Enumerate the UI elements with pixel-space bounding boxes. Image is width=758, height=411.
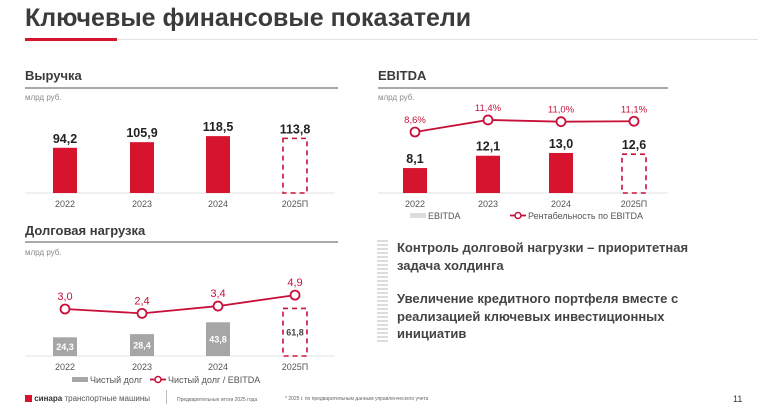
x-tick-label: 2023	[478, 199, 498, 209]
legend-label: Чистый долг / EBITDA	[168, 375, 260, 385]
page-title: Ключевые финансовые показатели	[25, 4, 472, 32]
message-credit-portfolio: Увеличение кредитного портфеля вместе с …	[397, 291, 679, 341]
x-tick-label: 2024	[208, 362, 228, 372]
legend-bar-swatch	[410, 213, 426, 218]
title-divider	[117, 39, 758, 40]
line-value-label: 2,4	[134, 295, 149, 307]
revenue-title: Выручка	[25, 68, 82, 83]
bar	[53, 337, 77, 356]
bar-value-label: 61,8	[286, 328, 304, 338]
line-point	[409, 126, 421, 138]
legend-label: Чистый долг	[90, 375, 143, 385]
bar-value-label: 28,4	[133, 341, 151, 351]
forecast-bar	[282, 307, 308, 357]
bar-value-label: 94,2	[53, 132, 77, 146]
bar	[206, 322, 230, 356]
revenue-divider	[25, 87, 338, 89]
x-tick-label: 2023	[132, 362, 152, 372]
line-point	[289, 289, 301, 301]
footer-note-footnote: * 2025 г. по предварительным данным упра…	[285, 396, 429, 402]
line-point	[482, 114, 494, 126]
line-value-label: 3,4	[210, 288, 225, 300]
series-line	[414, 119, 635, 133]
ebitda-divider	[378, 87, 668, 89]
line-value-label: 11,1%	[621, 104, 648, 115]
line-point	[136, 307, 148, 319]
bar	[476, 155, 500, 193]
line-value-label: 11,0%	[548, 105, 575, 116]
line-point	[628, 115, 640, 127]
bar	[53, 147, 77, 193]
x-tick-label: 2022	[55, 362, 75, 372]
x-tick-label: 2025П	[282, 199, 309, 209]
bar-value-label: 24,3	[56, 342, 74, 352]
line-value-label: 11,4%	[475, 103, 502, 114]
x-tick-label: 2025П	[282, 362, 309, 372]
x-tick-label: 2022	[405, 199, 425, 209]
bar-value-label: 12,1	[476, 140, 500, 154]
debt-divider	[25, 241, 338, 243]
bar-value-label: 105,9	[126, 126, 157, 140]
debt-unit: млрд руб.	[25, 248, 62, 257]
title-accent-underline	[25, 38, 117, 41]
page-number: 11	[733, 394, 743, 404]
ebitda-unit: млрд руб.	[378, 93, 415, 102]
bar-value-label: 113,8	[280, 122, 311, 136]
legend-line-marker	[514, 211, 522, 220]
line-point	[212, 300, 224, 312]
line-value-label: 8,6%	[404, 115, 426, 126]
logo-brand: синара	[34, 394, 63, 403]
x-tick-label: 2025П	[621, 199, 648, 209]
legend-label: EBITDA	[428, 211, 461, 221]
bar	[206, 136, 230, 193]
logo-mark-icon	[25, 395, 32, 402]
revenue-unit: млрд руб.	[25, 93, 62, 102]
message-debt-control: Контроль долговой нагрузки – приоритетна…	[397, 240, 689, 273]
bar-value-label: 13,0	[549, 137, 573, 151]
decorative-stripes	[377, 240, 388, 342]
legend-bar-swatch	[72, 377, 88, 382]
logo-text: транспортные машины	[64, 394, 150, 403]
x-tick-label: 2022	[55, 199, 75, 209]
x-tick-label: 2024	[208, 199, 228, 209]
forecast-bar	[282, 137, 308, 194]
company-logo: синара транспортные машины	[25, 394, 150, 403]
x-tick-label: 2024	[551, 199, 571, 209]
bar-value-label: 43,8	[209, 335, 227, 345]
x-tick-label: 2023	[132, 199, 152, 209]
legend-label: Рентабельность по EBITDA	[528, 211, 643, 221]
bar-value-label: 12,6	[622, 138, 646, 152]
series-line	[64, 294, 296, 315]
bar	[403, 168, 427, 193]
bar-value-label: 118,5	[203, 120, 234, 134]
line-point	[555, 116, 567, 128]
ebitda-title: EBITDA	[378, 68, 427, 83]
bar	[130, 142, 154, 193]
footer-note-preliminary: Предварительные итоги 2025 года	[177, 397, 258, 403]
footer-divider	[166, 390, 167, 404]
line-value-label: 4,9	[287, 277, 302, 289]
bar	[549, 152, 573, 193]
debt-title: Долговая нагрузка	[25, 223, 146, 238]
line-value-label: 3,0	[57, 291, 72, 303]
bar	[130, 334, 154, 356]
line-point	[59, 303, 71, 315]
legend-line-marker	[154, 375, 162, 384]
bar-value-label: 8,1	[406, 152, 423, 166]
forecast-bar	[621, 153, 647, 194]
